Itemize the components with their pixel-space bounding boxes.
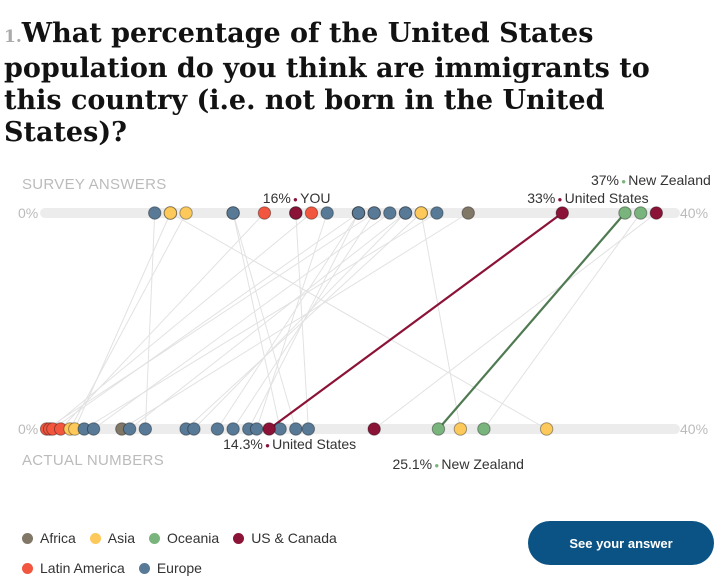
legend-label-europe: Europe [156, 560, 202, 576]
legend-label-us-canada: US & Canada [251, 530, 337, 546]
legend-swatch-us-canada [233, 532, 245, 544]
survey-point[interactable] [383, 206, 397, 220]
legend-swatch-asia [89, 532, 101, 544]
connector-line [420, 212, 461, 430]
connector-line [193, 212, 406, 430]
connector-line [60, 212, 265, 430]
survey-point[interactable] [618, 206, 632, 220]
actual-highlight-label: 14.3% ● United States [223, 436, 356, 452]
connector-line [256, 212, 328, 430]
legend-label-africa: Africa [40, 530, 76, 546]
connector-line [295, 212, 309, 430]
survey-point[interactable] [163, 206, 178, 220]
survey-point[interactable] [398, 206, 413, 220]
survey-point[interactable] [461, 206, 475, 220]
legend-label-asia: Asia [107, 530, 136, 546]
connector-line [129, 212, 406, 430]
legend-item-asia: Asia [89, 528, 136, 548]
legend-item-latin-america: Latin America [22, 558, 125, 578]
legend-item-us-canada: US & Canada [233, 528, 337, 548]
actual-point[interactable] [226, 422, 240, 436]
connector-line [83, 212, 438, 430]
actual-point[interactable] [301, 422, 316, 436]
highlight-connector [268, 212, 563, 430]
legend-label-latin-america: Latin America [40, 560, 125, 576]
survey-highlight-label: 33% ● United States [527, 190, 648, 206]
actual-point[interactable] [86, 422, 101, 436]
bottom-axis-min-label: 0% [18, 421, 38, 437]
connector-line [46, 212, 375, 430]
top-axis-max-label: 40% [680, 205, 708, 221]
top-axis-min-label: 0% [18, 205, 38, 221]
survey-point[interactable] [649, 206, 664, 220]
actual-point[interactable] [539, 422, 554, 436]
actual-point[interactable] [453, 422, 468, 436]
slopegraph-chart: SURVEY ANSWERS ACTUAL NUMBERS 0% 40% 0% … [18, 172, 711, 472]
actual-highlight-label: 25.1% ● New Zealand [392, 456, 523, 472]
you-point[interactable] [289, 206, 303, 220]
actual-point[interactable] [477, 422, 491, 436]
connector-line [121, 212, 469, 430]
actual-point[interactable] [122, 422, 137, 436]
actual-point[interactable] [187, 422, 201, 436]
connector-line [217, 212, 359, 430]
actual-point[interactable] [249, 422, 264, 436]
survey-point[interactable] [633, 206, 648, 220]
connector-line [52, 212, 359, 430]
bottom-axis-max-label: 40% [680, 421, 708, 437]
data-points [39, 206, 664, 436]
question-number: 1. [4, 27, 22, 47]
survey-highlight-label: 37% ● New Zealand [591, 172, 711, 188]
legend-swatch-latin-america [22, 562, 33, 574]
survey-point[interactable] [257, 206, 272, 220]
connector-line [69, 212, 187, 430]
actual-point[interactable] [431, 422, 446, 436]
point-labels: 16% ● YOU 33% ● United States 14.3% ● Unit… [223, 172, 711, 472]
connector-line [483, 212, 642, 430]
connector-line [49, 212, 312, 430]
actual-point[interactable] [289, 422, 303, 436]
question-title: 1.What percentage of the United States p… [4, 18, 704, 149]
legend-item-oceania: Oceania [149, 528, 219, 548]
legend-item-europe: Europe [138, 558, 202, 578]
survey-point[interactable] [304, 206, 319, 220]
survey-point[interactable] [430, 206, 444, 220]
legend-item-africa: Africa [22, 528, 76, 548]
connector-line [232, 212, 297, 430]
see-your-answer-button[interactable]: See your answer [528, 521, 714, 565]
actual-point[interactable] [262, 422, 276, 436]
survey-point[interactable] [320, 206, 334, 220]
survey-point[interactable] [226, 206, 240, 220]
survey-point[interactable] [555, 206, 569, 220]
question-text: What percentage of the United States pop… [4, 18, 650, 148]
survey-point[interactable] [367, 206, 381, 220]
survey-point[interactable] [351, 206, 366, 220]
you-label: 16% ● YOU [263, 190, 331, 206]
highlight-connector [437, 212, 626, 430]
legend-swatch-europe [138, 562, 150, 574]
legend-swatch-oceania [149, 532, 161, 544]
actual-row-label: ACTUAL NUMBERS [22, 452, 164, 469]
actual-point[interactable] [138, 422, 153, 436]
connector-line [232, 212, 281, 430]
legend-swatch-africa [22, 532, 33, 544]
survey-point[interactable] [179, 206, 193, 220]
connector-line [74, 212, 171, 430]
survey-row-label: SURVEY ANSWERS [22, 176, 167, 193]
survey-point[interactable] [414, 206, 428, 220]
connector-lines [46, 212, 657, 430]
connector-line [170, 212, 547, 430]
legend: Africa Asia Oceania US & Canada Latin Am… [22, 528, 442, 578]
connector-line [144, 212, 156, 430]
survey-point[interactable] [148, 206, 162, 220]
actual-point[interactable] [367, 422, 381, 436]
connector-line [93, 212, 391, 430]
legend-label-oceania: Oceania [167, 530, 220, 546]
highlight-lines [268, 212, 626, 430]
actual-point[interactable] [210, 422, 225, 436]
connector-line [248, 212, 359, 430]
connector-line [373, 212, 657, 430]
